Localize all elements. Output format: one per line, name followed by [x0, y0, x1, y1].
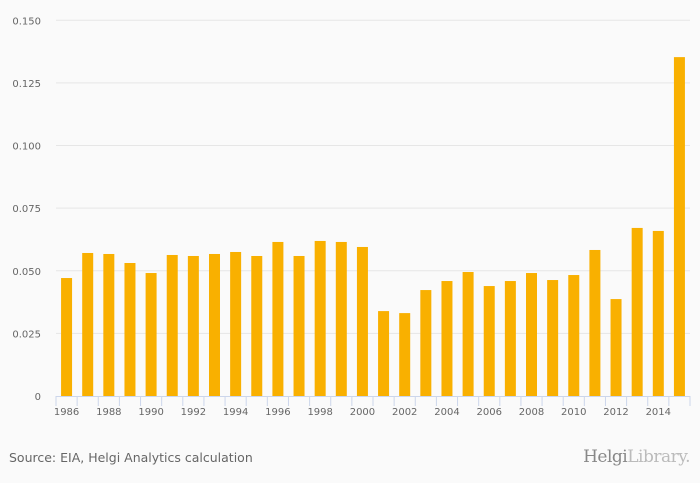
bar-1987: [82, 252, 94, 396]
bar-2007: [504, 281, 516, 396]
y-tick-label: 0.025: [12, 329, 41, 340]
x-tick-label: 2012: [603, 407, 628, 418]
bar-1986: [61, 278, 73, 396]
bar-2015: [673, 57, 685, 397]
bar-2004: [441, 281, 453, 396]
x-tick-label: 2000: [350, 407, 375, 418]
x-tick-label: 1994: [223, 407, 248, 418]
bar-2001: [378, 311, 390, 396]
x-tick-label: 2006: [477, 407, 502, 418]
bar-chart: 0 0.025 0.050 0.075 0.100 0.125 0.150 1986 1988 1…: [12, 16, 691, 418]
bar-1993: [209, 253, 220, 396]
x-tick-label: 2004: [434, 407, 459, 418]
bar-2002: [399, 313, 411, 396]
bar-1989: [124, 263, 136, 396]
bar-1998: [314, 240, 326, 396]
bar-1991: [166, 254, 178, 396]
bar-2005: [462, 272, 474, 396]
x-tick-label: 2010: [561, 407, 586, 418]
bar-1996: [272, 241, 284, 396]
bar-1990: [145, 273, 157, 396]
bar-2011: [589, 249, 601, 396]
x-tick-label: 2008: [519, 407, 544, 418]
y-tick-label: 0.150: [12, 16, 41, 27]
logo-main: Helgi: [583, 447, 628, 467]
source-note: Source: EIA, Helgi Analytics calculation: [9, 450, 253, 465]
logo-sub: Library.: [627, 447, 690, 467]
bar-1997: [293, 255, 305, 396]
bar-1992: [187, 255, 199, 396]
y-tick-label: 0.100: [12, 142, 41, 153]
x-tick-label: 1992: [181, 407, 206, 418]
bar-1994: [230, 251, 242, 396]
x-tick-label: 1988: [96, 407, 121, 418]
bar-2006: [483, 286, 495, 396]
bar-1995: [251, 255, 263, 396]
helgi-library-logo[interactable]: HelgiLibrary.: [583, 447, 690, 467]
bar-2013: [631, 227, 643, 396]
y-tick-label: 0.075: [12, 204, 41, 215]
bar-2000: [356, 246, 368, 396]
x-tick-label: 2002: [392, 407, 417, 418]
bar-1999: [335, 241, 347, 396]
x-tick-label: 1990: [138, 407, 163, 418]
bar-2009: [547, 280, 559, 396]
bar-2008: [526, 273, 537, 396]
bar-2010: [568, 275, 580, 396]
y-tick-label: 0.050: [12, 267, 41, 278]
bar-2014: [652, 230, 664, 396]
y-tick-label: 0: [35, 392, 41, 403]
x-tick-label: 1986: [54, 407, 79, 418]
bar-1988: [103, 253, 115, 396]
x-tick-label: 1998: [307, 407, 332, 418]
y-tick-label: 0.125: [12, 79, 41, 90]
bar-2012: [610, 299, 622, 396]
bar-2003: [420, 290, 432, 396]
x-tick-label: 1996: [265, 407, 290, 418]
x-tick-label: 2014: [646, 407, 671, 418]
